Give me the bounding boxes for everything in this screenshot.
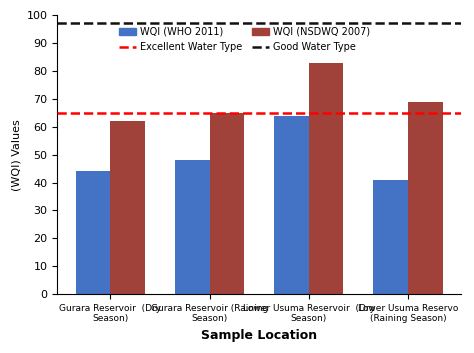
Y-axis label: (WQI) Values: (WQI) Values	[11, 119, 21, 191]
X-axis label: Sample Location: Sample Location	[201, 329, 317, 342]
Bar	[373, 180, 408, 294]
Bar	[76, 172, 110, 294]
Bar	[408, 102, 443, 294]
Legend: WQI (WHO 2011), Excellent Water Type, WQI (NSDWQ 2007), Good Water Type: WQI (WHO 2011), Excellent Water Type, WQ…	[115, 23, 374, 56]
Bar	[274, 115, 309, 294]
Bar	[110, 121, 145, 294]
Bar	[309, 62, 344, 294]
Bar	[175, 160, 210, 294]
Bar	[210, 113, 244, 294]
